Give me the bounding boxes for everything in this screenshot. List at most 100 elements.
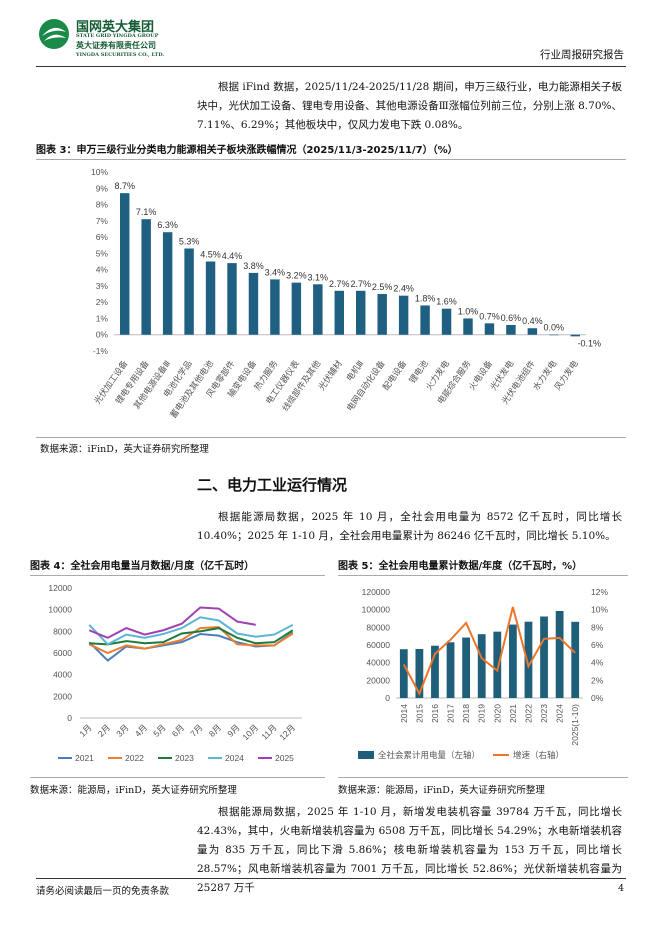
y-tick-label: 8000	[53, 626, 72, 636]
y-tick-label: -1%	[93, 346, 109, 356]
chart-title: 图表 5：全社会用电量累计数据/年度（亿千瓦时，%）	[338, 557, 628, 576]
x-tick-label: 1月	[77, 722, 93, 738]
chart-title: 图表 3：申万三级行业分类电力能源相关子板块涨跌幅情况（2025/11/3-20…	[36, 141, 626, 160]
bar	[493, 631, 502, 698]
bar	[141, 219, 151, 335]
x-tick-label: 2024	[555, 704, 565, 723]
x-tick-label: 2025(1-10)	[570, 704, 580, 746]
x-tick-label: 3月	[114, 722, 130, 738]
bar	[441, 308, 452, 335]
bar	[446, 642, 455, 698]
bar	[527, 328, 538, 335]
x-tick-label: 2018	[461, 704, 471, 723]
company-cn: 英大证券有限责任公司	[76, 41, 156, 50]
bar	[313, 284, 323, 335]
logo-cn: 国网英大集团	[76, 20, 155, 35]
bar	[377, 294, 387, 335]
y-tick-label: 8%	[96, 200, 109, 210]
report-type: 行业周报研究报告	[540, 49, 624, 61]
data-label: 2.5%	[372, 282, 393, 292]
data-label: 1.6%	[436, 297, 457, 307]
paragraph: 根据能源局数据，2025 年 10 月，全社会用电量为 8572 亿千瓦时，同比…	[197, 511, 622, 542]
source: 数据来源：能源局，iFinD，英大证券研究所整理	[338, 785, 545, 796]
y-tick-label: 2000	[53, 691, 72, 701]
paragraph: 根据 iFind 数据，2025/11/24-2025/11/28 期间，申万三…	[197, 81, 622, 131]
legend-label: 2021	[75, 753, 94, 763]
bar	[484, 323, 495, 335]
x-tick-label: 2016	[430, 704, 440, 723]
data-label: 3.1%	[308, 272, 329, 282]
bar	[399, 649, 408, 698]
y-tick-label: 1%	[96, 313, 109, 323]
y-tick-label: 0%	[591, 693, 604, 703]
y-tick-label: 9%	[96, 183, 109, 193]
legend-label: 2024	[225, 753, 244, 763]
x-tick-label: 2015	[414, 704, 424, 723]
x-tick-label: 10月	[240, 722, 260, 742]
y-tick-label: 4000	[53, 670, 72, 680]
y-tick-label: 2%	[591, 675, 604, 685]
chart: 0 2000 4000 6000 8000 10000 12000 2021 2022 2023 2…	[48, 583, 302, 763]
x-tick-label: 2019	[477, 704, 487, 723]
y-tick-label: 12%	[591, 587, 608, 597]
y-tick-label: 6000	[53, 648, 72, 658]
data-label: 0.0%	[544, 323, 565, 333]
rule	[338, 777, 628, 778]
bar	[205, 261, 216, 335]
line-series	[88, 606, 256, 639]
y-tick-label: 40000	[366, 658, 390, 668]
data-label: 1.0%	[458, 306, 479, 316]
bar	[508, 624, 517, 698]
data-label: 2.7%	[350, 279, 371, 289]
line-series	[89, 627, 294, 646]
chart: 0 20000 40000 60000 80000 100000 120000 0% 2% 4% 6…	[358, 587, 608, 760]
footer-rule	[36, 878, 626, 879]
data-label: 0.4%	[522, 316, 543, 326]
bar	[477, 634, 486, 698]
x-tick-label: 9月	[225, 722, 241, 738]
x-tick-label: 2022	[523, 704, 533, 723]
bar	[420, 305, 430, 335]
bar	[431, 645, 439, 698]
y-tick-label: 6%	[591, 640, 604, 650]
page-number: 4	[617, 883, 624, 894]
x-tick-label: 5月	[151, 722, 167, 738]
line-series	[402, 606, 576, 696]
bar	[506, 324, 516, 335]
data-label: 0.7%	[479, 311, 500, 321]
y-tick-label: 8%	[591, 622, 604, 632]
section-title: 二、电力工业运行情况	[197, 476, 348, 494]
y-tick-label: 80000	[366, 622, 390, 632]
y-tick-label: 10%	[91, 167, 108, 177]
y-tick-label: 4%	[591, 658, 604, 668]
data-label: 6.3%	[157, 220, 178, 230]
bar	[524, 621, 533, 698]
bar	[462, 637, 471, 698]
chart-title: 图表 4：全社会用电量当月数据/月度（亿千瓦时）	[30, 557, 325, 576]
logo-icon	[39, 19, 69, 49]
data-label: -0.1%	[578, 338, 602, 348]
source: 数据来源：能源局，iFinD，英大证券研究所整理	[30, 785, 237, 796]
bar	[120, 193, 130, 335]
logo-en: STATE GRID YINGDA GROUP	[76, 33, 159, 39]
data-label: 0.6%	[501, 313, 522, 323]
y-tick-label: 10000	[48, 605, 72, 615]
bar	[334, 290, 344, 335]
bar	[248, 272, 259, 335]
x-tick-label: 2023	[539, 704, 549, 723]
y-tick-label: 5%	[96, 248, 109, 258]
legend-label: 增速（右轴）	[513, 750, 564, 760]
bar	[162, 232, 173, 335]
line-series	[88, 625, 294, 655]
rule	[36, 437, 626, 438]
y-tick-label: 20000	[366, 675, 390, 685]
data-label: 3.4%	[265, 267, 286, 277]
legend-swatch	[358, 751, 374, 759]
data-label: 7.1%	[136, 207, 157, 217]
bar	[227, 263, 237, 335]
bar	[463, 318, 473, 335]
data-label: 8.7%	[114, 181, 135, 191]
y-tick-label: 120000	[362, 587, 391, 597]
chart: -1% 0% 1% 2% 3% 4% 5% 6% 7% 8% 9% 10% 8.7% 7.1%6.3%5.…	[91, 167, 602, 420]
